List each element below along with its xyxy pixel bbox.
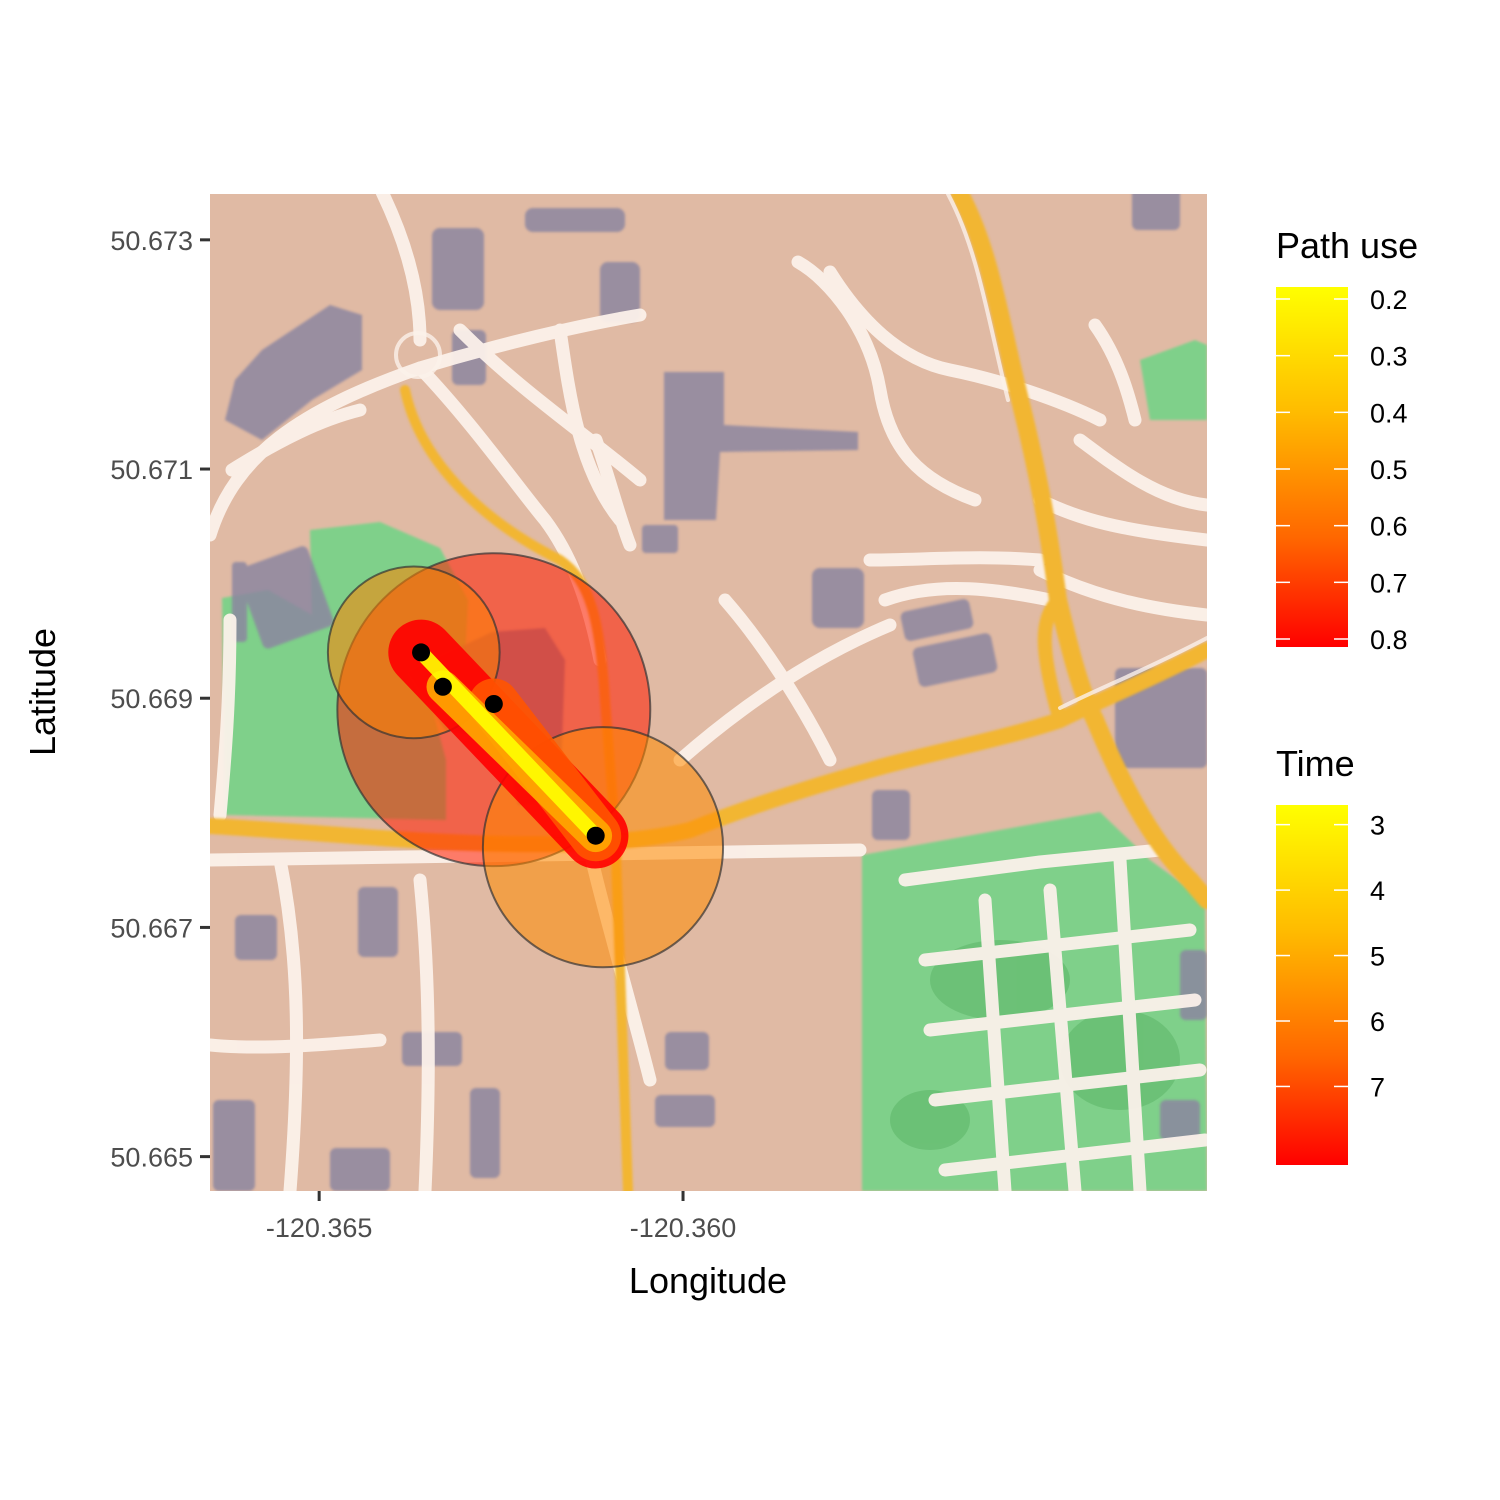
legend-time-colorbar [1276, 805, 1348, 1165]
legend-time-label-3: 5 [1370, 942, 1385, 972]
legend-time-label-4: 6 [1370, 1007, 1385, 1037]
y-tick-label-4: 50.667 [110, 913, 193, 943]
legend-path-use-label-3: 0.4 [1370, 398, 1408, 428]
location-point-4 [586, 826, 605, 845]
y-tick-label-1: 50.673 [110, 226, 193, 256]
location-points [412, 643, 605, 845]
y-tick-label-5: 50.665 [110, 1143, 193, 1173]
minor-roads [210, 194, 1207, 1191]
legend-path-use-colorbar [1276, 287, 1348, 647]
y-axis-title: Latitude [22, 628, 63, 756]
y-axis: 50.673 50.671 50.669 50.667 50.665 [110, 226, 210, 1173]
legend-time-title: Time [1276, 743, 1355, 784]
x-axis: -120.365 -120.360 [266, 1191, 736, 1243]
legend-path-use-label-7: 0.8 [1370, 625, 1408, 655]
x-axis-title: Longitude [629, 1260, 787, 1301]
legend-time: Time 3 4 5 6 7 [1276, 743, 1385, 1165]
legend-path-use-label-4: 0.5 [1370, 455, 1408, 485]
y-tick-label-2: 50.671 [110, 455, 193, 485]
legend-time-label-2: 4 [1370, 876, 1385, 906]
legend-path-use-title: Path use [1276, 225, 1418, 266]
legend-path-use-label-2: 0.3 [1370, 342, 1408, 372]
y-tick-label-3: 50.669 [110, 684, 193, 714]
road-edges [394, 194, 1207, 710]
legend-time-label-1: 3 [1370, 811, 1385, 841]
legend-path-use-label-1: 0.2 [1370, 285, 1408, 315]
location-point-1 [412, 643, 431, 662]
location-point-3 [484, 694, 503, 713]
location-point-2 [433, 677, 452, 696]
legend-path-use-label-5: 0.6 [1370, 512, 1408, 542]
x-tick-label-2: -120.360 [630, 1213, 737, 1243]
basemap-tiles [210, 194, 1207, 1191]
legend-path-use: Path use 0.2 0.3 0.4 0.5 0.6 0.7 0.8 [1276, 225, 1418, 655]
x-tick-label-1: -120.365 [266, 1213, 373, 1243]
legend-time-label-5: 7 [1370, 1072, 1385, 1102]
legend-path-use-label-6: 0.7 [1370, 568, 1408, 598]
